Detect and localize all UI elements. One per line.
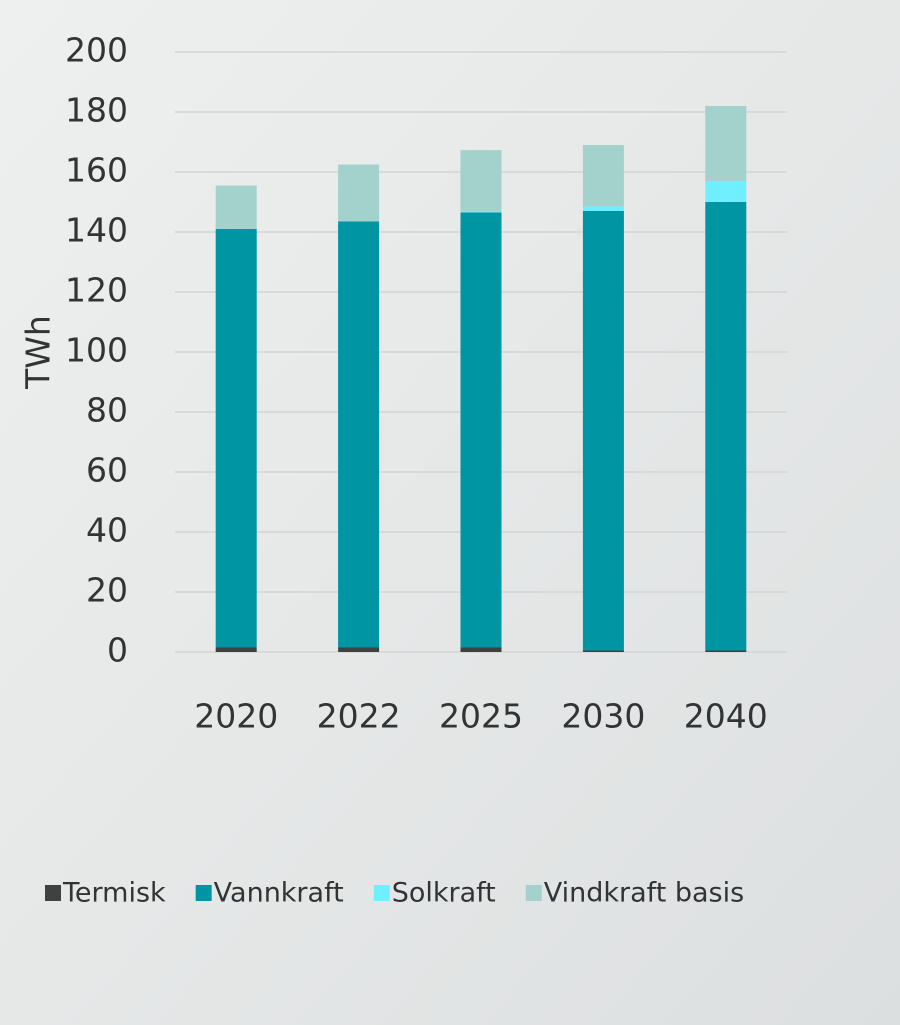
x-tick-label: 2022	[317, 697, 401, 736]
x-tick-label: 2030	[561, 697, 645, 736]
bar-segment	[583, 211, 624, 651]
bar-segment	[705, 202, 746, 651]
legend-swatch	[196, 885, 212, 901]
bar-segment	[583, 145, 624, 207]
bar-segment	[461, 213, 502, 648]
bar-segment	[216, 186, 257, 230]
y-tick-label: 140	[65, 211, 128, 250]
legend-label: Termisk	[62, 878, 166, 909]
bar-segment	[583, 651, 624, 653]
background	[0, 0, 900, 1025]
bar-segment	[338, 648, 379, 653]
y-tick-label: 60	[86, 451, 128, 490]
y-tick-label: 100	[65, 331, 128, 370]
y-tick-label: 0	[107, 631, 128, 670]
y-tick-label: 20	[86, 571, 128, 610]
legend: Termisk Vannkraft Solkraft Vindkraft basis	[45, 878, 744, 909]
bar-segment	[338, 222, 379, 648]
bar-segment	[216, 229, 257, 648]
legend-label: Vindkraft basis	[544, 878, 744, 909]
y-tick-label: 40	[86, 511, 128, 550]
y-tick-label: 180	[65, 91, 128, 130]
chart: TWh Termisk Vannkraft Solkraft Vindkraft ba…	[0, 0, 900, 1025]
y-tick-label: 160	[65, 151, 128, 190]
x-tick-label: 2040	[684, 697, 768, 736]
bar-segment	[583, 207, 624, 212]
bar-segment	[705, 651, 746, 653]
legend-swatch	[526, 885, 542, 901]
bar-segment	[705, 106, 746, 181]
bar-segment	[338, 165, 379, 222]
bar-segment	[461, 648, 502, 653]
y-tick-label: 80	[86, 391, 128, 430]
y-tick-label: 120	[65, 271, 128, 310]
x-tick-label: 2025	[439, 697, 523, 736]
legend-swatch	[45, 885, 61, 901]
legend-label: Solkraft	[392, 878, 496, 909]
bar-segment	[461, 212, 502, 213]
legend-swatch	[374, 885, 390, 901]
y-tick-label: 200	[65, 31, 128, 70]
x-tick-label: 2020	[194, 697, 278, 736]
legend-label: Vannkraft	[214, 878, 344, 909]
bar-segment	[705, 181, 746, 202]
bar-segment	[461, 150, 502, 212]
bar-segment	[216, 648, 257, 653]
y-axis-label: TWh	[19, 315, 58, 390]
